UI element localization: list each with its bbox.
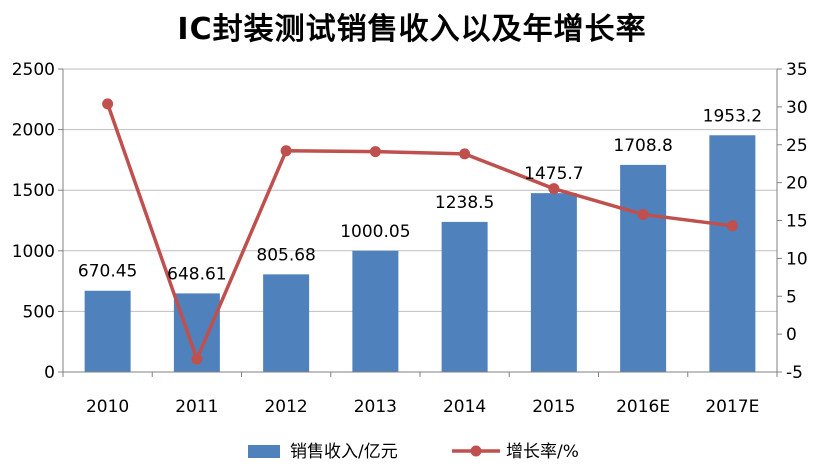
- x-axis-tick-label: 2017E: [705, 397, 759, 417]
- x-axis-tick-label: 2014: [443, 397, 486, 417]
- axes: 0 500 1000 1500 2000 2500 -5 0 5 10 15 20 25 30 35 2010…: [12, 60, 808, 417]
- legend-swatch-revenue: [248, 445, 280, 458]
- growth-rate-point: [191, 353, 203, 365]
- bar-data-label: 1708.8: [613, 136, 672, 156]
- legend-swatch-marker-growth: [470, 445, 482, 457]
- legend-label-revenue: 销售收入/亿元: [290, 442, 398, 462]
- right-axis-tick-label: 25: [786, 136, 808, 156]
- chart-title: IC封装测试销售收入以及年增长率: [177, 12, 647, 47]
- bar-data-label: 648.61: [167, 264, 226, 284]
- left-axis-tick-label: 2000: [12, 121, 55, 141]
- x-axis-tick-label: 2013: [354, 397, 397, 417]
- bar-series: [84, 135, 756, 372]
- right-axis-tick-label: 30: [786, 98, 808, 118]
- bar-data-label: 670.45: [78, 262, 137, 282]
- right-axis-tick-label: 0: [786, 325, 797, 345]
- growth-rate-point: [726, 220, 738, 232]
- line-series: [102, 98, 738, 365]
- left-axis-tick-label: 2500: [12, 60, 55, 80]
- x-axis-tick-label: 2011: [175, 397, 218, 417]
- bar: [263, 274, 310, 372]
- bar: [620, 164, 667, 372]
- bar-data-label: 1238.5: [435, 193, 494, 213]
- left-axis-tick-label: 1000: [12, 242, 55, 262]
- bar: [352, 250, 399, 372]
- x-axis-tick-label: 2015: [532, 397, 575, 417]
- bar-data-label: 805.68: [256, 245, 315, 265]
- growth-rate-point: [548, 183, 560, 195]
- right-axis-tick-label: 35: [786, 60, 808, 80]
- bar: [530, 193, 577, 372]
- growth-rate-point: [102, 98, 114, 110]
- x-axis-tick-label: 2010: [86, 397, 129, 417]
- left-axis-tick-label: 0: [44, 363, 55, 383]
- legend-label-growth: 增长率/%: [506, 442, 579, 462]
- bar: [709, 135, 756, 372]
- x-axis-tick-label: 2012: [264, 397, 307, 417]
- growth-rate-point: [459, 148, 471, 160]
- growth-rate-point: [280, 145, 292, 157]
- bar: [84, 290, 131, 372]
- growth-rate-point: [637, 208, 649, 220]
- gridlines: [63, 68, 777, 373]
- right-axis-tick-label: 10: [786, 249, 808, 269]
- growth-rate-line: [105, 103, 733, 361]
- right-axis-tick-label: 5: [786, 287, 797, 307]
- left-axis-tick-label: 500: [23, 302, 55, 322]
- right-axis-tick-label: 15: [786, 212, 808, 232]
- bar: [441, 221, 488, 372]
- bar-data-label: 1953.2: [703, 106, 762, 126]
- left-axis-tick-label: 1500: [12, 181, 55, 201]
- growth-rate-point: [369, 146, 381, 158]
- bar-data-label: 1000.05: [340, 222, 410, 242]
- x-axis-tick-label: 2016E: [616, 397, 670, 417]
- legend: 销售收入/亿元 增长率/%: [248, 442, 579, 462]
- data-labels: 670.45 648.61 805.68 1000.05 1238.5 1475.7 170…: [78, 106, 762, 284]
- bar-data-label: 1475.7: [524, 164, 583, 184]
- right-axis-tick-label: 20: [786, 174, 808, 194]
- right-axis-tick-label: -5: [786, 363, 803, 383]
